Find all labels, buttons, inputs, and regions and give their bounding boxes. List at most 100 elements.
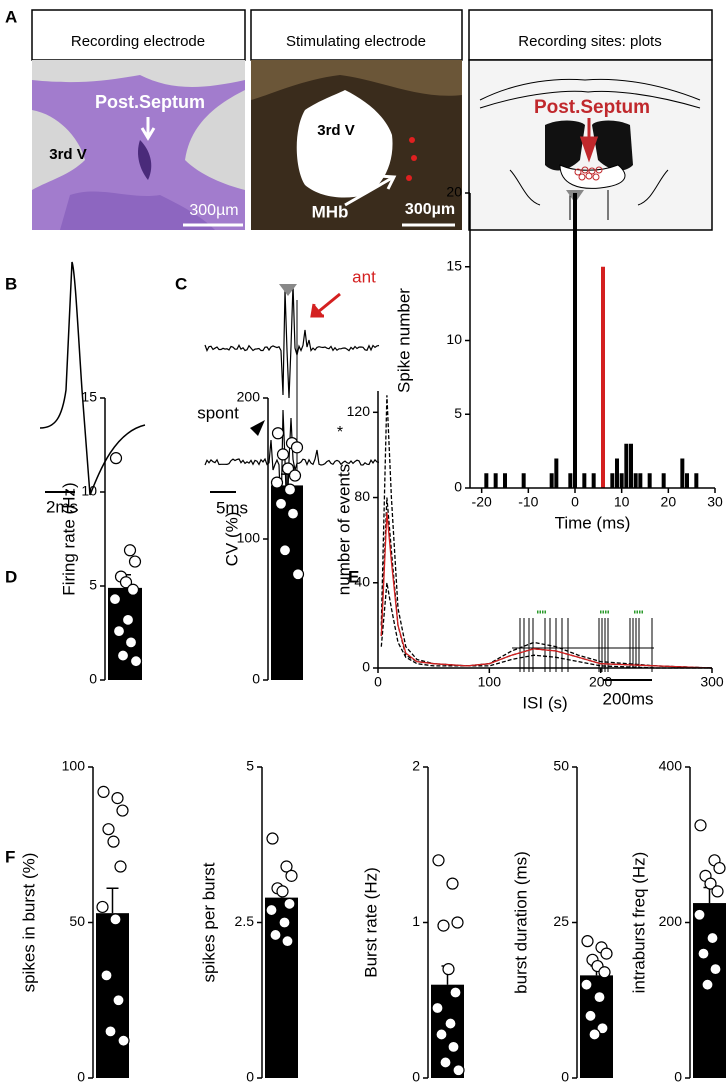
data-point: [123, 544, 137, 557]
y-tick-label: 0: [362, 659, 370, 675]
data-point: [129, 655, 143, 668]
data-point: [711, 885, 724, 898]
y-tick-label: 0: [412, 1069, 420, 1083]
arrowhead: [279, 284, 297, 296]
y-tick-label: 400: [659, 758, 683, 774]
data-point: [697, 947, 710, 960]
data-point: [97, 785, 110, 798]
image-region: [32, 60, 245, 87]
x-tick-label: 100: [478, 674, 502, 690]
annotation: spont: [197, 403, 239, 422]
bar: [647, 473, 652, 488]
y-tick-label: 10: [446, 331, 462, 347]
bar: [521, 473, 526, 488]
data-point: [102, 823, 115, 836]
image-label: 3rd V: [317, 122, 355, 139]
data-point: [449, 986, 462, 999]
data-point: [271, 427, 285, 440]
bar: [96, 913, 129, 1078]
waveform: [39, 261, 146, 496]
data-point: [598, 966, 611, 979]
data-point: [713, 861, 726, 875]
data-point: [278, 916, 291, 929]
panel-label: F: [5, 847, 15, 866]
image-label: MHb: [312, 202, 349, 221]
bar: [629, 443, 633, 488]
header-box: [468, 9, 713, 61]
data-point: [265, 903, 278, 917]
data-point: [108, 593, 122, 606]
bar: [493, 473, 498, 488]
scale-label: 200ms: [602, 689, 653, 708]
panel-label: A: [5, 7, 17, 26]
panel-label: D: [5, 567, 17, 586]
bar: [633, 473, 638, 488]
y-axis-label: burst duration (ms): [511, 851, 530, 994]
y-tick-label: 200: [237, 389, 261, 405]
scale-label: 5ms: [216, 498, 248, 517]
header: Stimulating electrode: [286, 33, 426, 50]
data-point: [285, 869, 298, 882]
data-point: [112, 994, 125, 1007]
y-tick-label: 40: [354, 573, 370, 589]
y-tick-label: 0: [252, 671, 260, 687]
x-tick-label: 20: [661, 494, 677, 510]
data-point: [104, 1025, 117, 1038]
x-tick-label: 30: [707, 494, 723, 510]
image-region: [409, 137, 415, 143]
data-point: [701, 978, 714, 991]
x-tick-label: 0: [374, 674, 382, 690]
y-tick-label: 50: [69, 913, 85, 929]
y-axis-label: spikes per burst: [199, 862, 218, 982]
data-point: [112, 625, 126, 638]
x-tick-label: 300: [700, 674, 724, 690]
data-point: [111, 791, 124, 805]
atlas-line: [479, 78, 701, 101]
x-tick-label: 200: [589, 674, 613, 690]
data-point: [439, 1056, 452, 1069]
y-tick-label: 0: [77, 1069, 85, 1083]
x-axis-label: ISI (s): [522, 693, 567, 712]
data-point: [109, 913, 122, 926]
data-point: [119, 576, 133, 589]
data-point: [290, 441, 304, 454]
data-point: [704, 877, 717, 890]
arrowhead: [250, 420, 265, 436]
data-point: [283, 483, 297, 496]
data-point: [444, 1017, 457, 1030]
data-point: [442, 963, 455, 976]
scale-label: 2ms: [46, 497, 78, 516]
atlas-region: [592, 120, 633, 171]
bar: [554, 458, 559, 488]
arrow: [344, 174, 397, 207]
data-point: [278, 544, 292, 557]
data-point: [581, 935, 594, 948]
data-point: [276, 885, 289, 898]
data-point: [274, 497, 288, 510]
y-tick-label: 100: [237, 530, 261, 546]
data-point: [280, 860, 293, 873]
data-point: [283, 897, 296, 910]
annotation: ant: [352, 267, 376, 286]
x-tick-label: -10: [518, 494, 538, 510]
y-axis-label: Firing rate (Hz): [59, 482, 78, 595]
y-axis-label: spikes in burst (%): [19, 853, 38, 993]
bar: [503, 473, 507, 488]
panel-label: C: [175, 274, 187, 293]
y-tick-label: 5: [246, 758, 254, 774]
image-region: [185, 90, 245, 190]
data-point: [432, 854, 445, 867]
atlas-line: [509, 169, 669, 220]
image-region: [251, 60, 462, 100]
bar: [638, 473, 643, 488]
data-point: [706, 931, 719, 945]
data-point: [709, 963, 722, 976]
data-point: [584, 1009, 597, 1022]
y-tick-label: 120: [347, 403, 371, 419]
bar: [573, 193, 577, 488]
y-axis-label: Burst rate (Hz): [361, 867, 380, 978]
image-label: 300µm: [405, 201, 455, 218]
image-label: 3rd V: [49, 146, 87, 163]
y-tick-label: 0: [561, 1069, 569, 1083]
header: Recording sites: plots: [518, 33, 661, 50]
